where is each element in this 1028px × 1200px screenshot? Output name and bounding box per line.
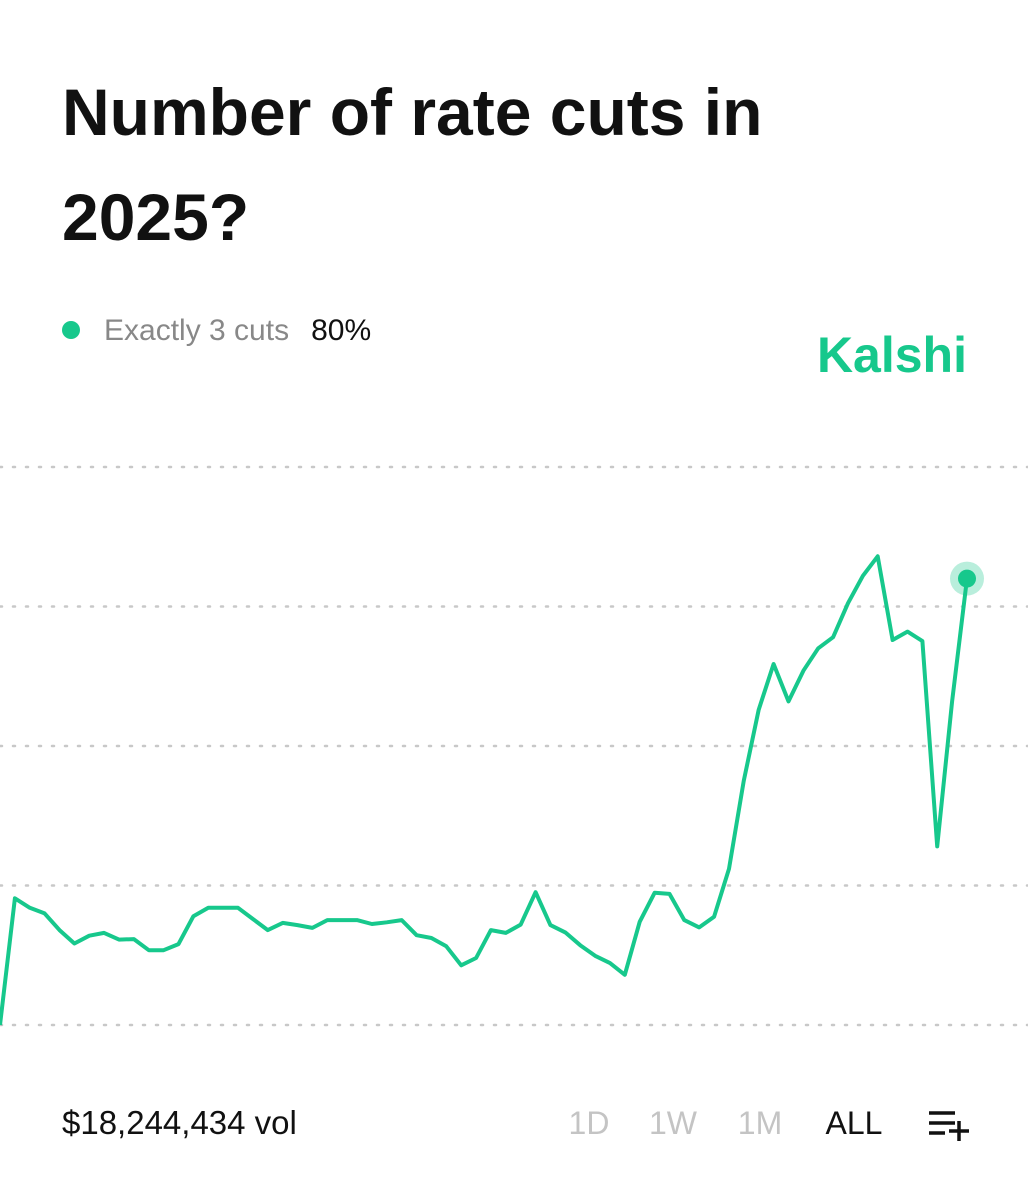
- add-icon[interactable]: [929, 1111, 969, 1141]
- grid: [0, 465, 1028, 1027]
- volume: $18,244,434 vol: [62, 1104, 297, 1141]
- plot: [0, 554, 984, 1026]
- range-button[interactable]: 1M: [738, 1105, 782, 1141]
- legend-label: Exactly 3 cuts: [104, 314, 289, 347]
- legend-value: 80%: [311, 314, 371, 347]
- current-point: [958, 569, 976, 588]
- chart-title: Number of rate cuts in 2025?: [62, 75, 762, 254]
- series-line: [0, 554, 969, 1026]
- range-button[interactable]: 1D: [569, 1105, 610, 1141]
- range-button[interactable]: ALL: [826, 1105, 883, 1141]
- range-button[interactable]: 1W: [649, 1105, 698, 1141]
- range-selector: 1D 1W 1M ALL: [569, 1105, 883, 1141]
- legend-dot: [62, 321, 80, 339]
- brand-logo: Kalshi: [817, 327, 967, 383]
